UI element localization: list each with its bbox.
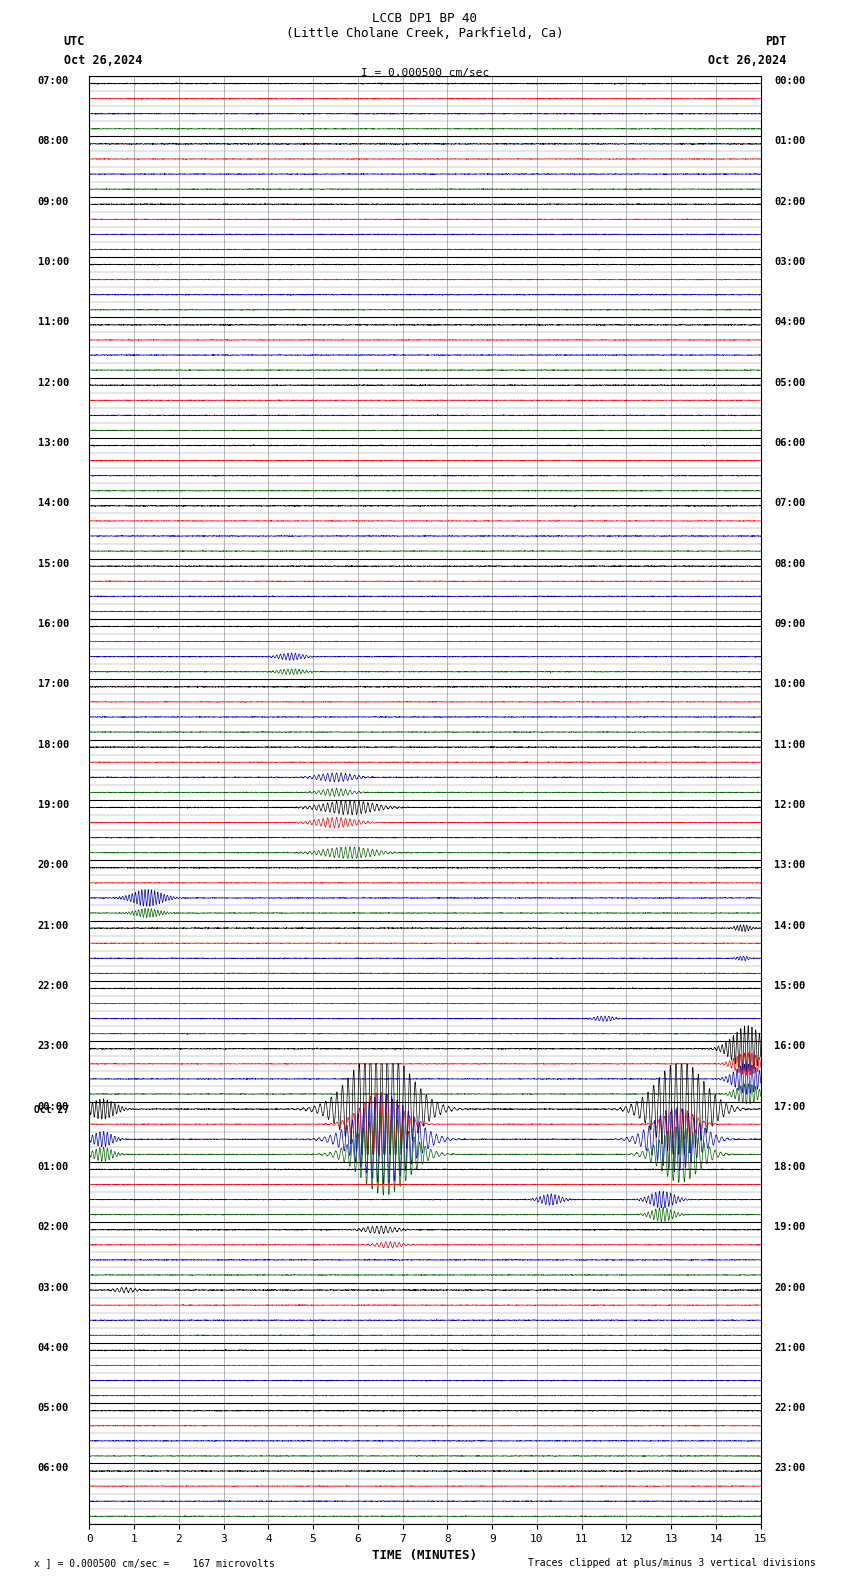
- Text: 14:00: 14:00: [774, 920, 806, 930]
- Text: 03:00: 03:00: [38, 1283, 69, 1293]
- Text: 16:00: 16:00: [38, 619, 69, 629]
- Text: 19:00: 19:00: [38, 800, 69, 809]
- Text: 01:00: 01:00: [774, 136, 806, 146]
- Text: 21:00: 21:00: [774, 1343, 806, 1353]
- Text: 01:00: 01:00: [38, 1163, 69, 1172]
- Text: 12:00: 12:00: [774, 800, 806, 809]
- Text: 05:00: 05:00: [774, 377, 806, 388]
- Text: 14:00: 14:00: [38, 499, 69, 508]
- Text: 21:00: 21:00: [38, 920, 69, 930]
- Text: 10:00: 10:00: [38, 257, 69, 268]
- Text: 02:00: 02:00: [774, 196, 806, 206]
- Text: I = 0.000500 cm/sec: I = 0.000500 cm/sec: [361, 68, 489, 78]
- Text: Oct 26,2024: Oct 26,2024: [708, 54, 786, 67]
- Text: 17:00: 17:00: [38, 680, 69, 689]
- Text: 08:00: 08:00: [774, 559, 806, 569]
- Text: 18:00: 18:00: [38, 740, 69, 749]
- Title: LCCB DP1 BP 40
(Little Cholane Creek, Parkfield, Ca): LCCB DP1 BP 40 (Little Cholane Creek, Pa…: [286, 13, 564, 40]
- Text: 20:00: 20:00: [774, 1283, 806, 1293]
- Text: Traces clipped at plus/minus 3 vertical divisions: Traces clipped at plus/minus 3 vertical …: [528, 1559, 816, 1568]
- Text: 23:00: 23:00: [38, 1041, 69, 1052]
- Text: 20:00: 20:00: [38, 860, 69, 870]
- Text: UTC: UTC: [64, 35, 85, 48]
- Text: PDT: PDT: [765, 35, 786, 48]
- Text: 06:00: 06:00: [38, 1464, 69, 1473]
- Text: 09:00: 09:00: [38, 196, 69, 206]
- Text: 03:00: 03:00: [774, 257, 806, 268]
- Text: 04:00: 04:00: [774, 317, 806, 328]
- Text: 16:00: 16:00: [774, 1041, 806, 1052]
- Text: 06:00: 06:00: [774, 437, 806, 448]
- Text: 05:00: 05:00: [38, 1403, 69, 1413]
- Text: 07:00: 07:00: [774, 499, 806, 508]
- Text: 13:00: 13:00: [38, 437, 69, 448]
- Text: Oct 27: Oct 27: [34, 1104, 69, 1115]
- Text: x ] = 0.000500 cm/sec =    167 microvolts: x ] = 0.000500 cm/sec = 167 microvolts: [34, 1559, 275, 1568]
- Text: 22:00: 22:00: [774, 1403, 806, 1413]
- Text: 10:00: 10:00: [774, 680, 806, 689]
- Text: 23:00: 23:00: [774, 1464, 806, 1473]
- Text: 08:00: 08:00: [38, 136, 69, 146]
- Text: 04:00: 04:00: [38, 1343, 69, 1353]
- Text: 19:00: 19:00: [774, 1223, 806, 1232]
- Text: 07:00: 07:00: [38, 76, 69, 86]
- Text: 22:00: 22:00: [38, 980, 69, 992]
- Text: Oct 26,2024: Oct 26,2024: [64, 54, 142, 67]
- Text: 15:00: 15:00: [774, 980, 806, 992]
- Text: 11:00: 11:00: [38, 317, 69, 328]
- Text: 13:00: 13:00: [774, 860, 806, 870]
- Text: 18:00: 18:00: [774, 1163, 806, 1172]
- Text: 02:00: 02:00: [38, 1223, 69, 1232]
- Text: 00:00: 00:00: [38, 1101, 69, 1112]
- Text: 11:00: 11:00: [774, 740, 806, 749]
- Text: 17:00: 17:00: [774, 1101, 806, 1112]
- Text: 12:00: 12:00: [38, 377, 69, 388]
- Text: 00:00: 00:00: [774, 76, 806, 86]
- Text: 09:00: 09:00: [774, 619, 806, 629]
- X-axis label: TIME (MINUTES): TIME (MINUTES): [372, 1549, 478, 1562]
- Text: 15:00: 15:00: [38, 559, 69, 569]
